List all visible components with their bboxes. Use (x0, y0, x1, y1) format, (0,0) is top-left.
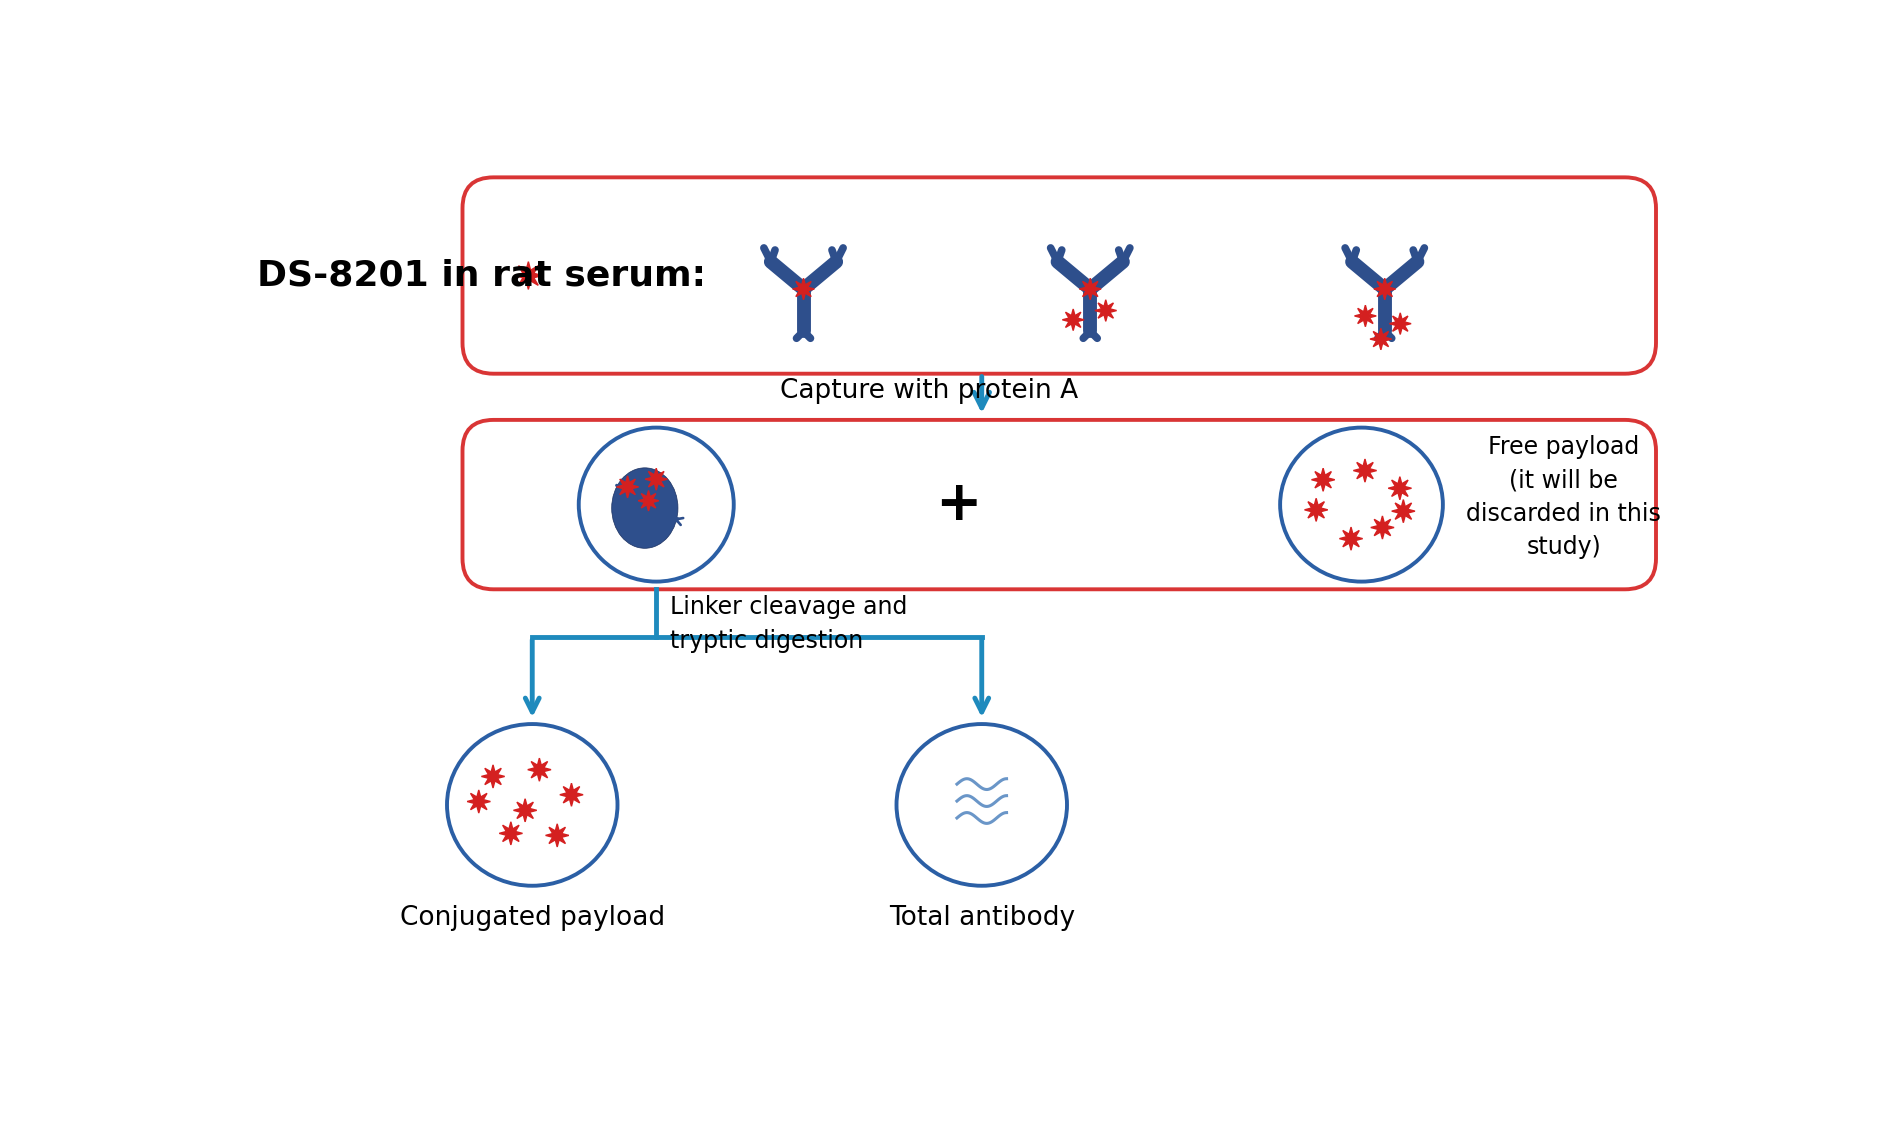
Polygon shape (1096, 299, 1116, 322)
Polygon shape (639, 490, 658, 511)
Polygon shape (514, 262, 542, 289)
Polygon shape (645, 468, 668, 490)
Polygon shape (1312, 468, 1335, 492)
Polygon shape (1388, 477, 1411, 500)
Ellipse shape (447, 724, 618, 885)
Polygon shape (1339, 528, 1362, 550)
FancyBboxPatch shape (462, 420, 1657, 590)
Polygon shape (793, 278, 814, 299)
Polygon shape (468, 790, 491, 813)
Polygon shape (546, 824, 569, 847)
Polygon shape (1305, 498, 1328, 521)
Text: +: + (936, 478, 981, 532)
Text: Linker cleavage and
tryptic digestion: Linker cleavage and tryptic digestion (670, 595, 907, 652)
Polygon shape (527, 758, 552, 781)
Polygon shape (1392, 500, 1415, 523)
Polygon shape (559, 783, 584, 807)
Text: Conjugated payload: Conjugated payload (399, 904, 666, 931)
Polygon shape (616, 476, 639, 498)
Polygon shape (1354, 459, 1377, 483)
Polygon shape (1063, 309, 1084, 331)
Polygon shape (1371, 516, 1394, 539)
Polygon shape (514, 799, 536, 822)
Polygon shape (1080, 278, 1101, 299)
Text: Total antibody: Total antibody (888, 904, 1075, 931)
Text: Free payload
(it will be
discarded in this
study): Free payload (it will be discarded in th… (1466, 434, 1660, 559)
Polygon shape (1388, 313, 1411, 334)
Text: DS-8201 in rat serum:: DS-8201 in rat serum: (257, 259, 706, 292)
Polygon shape (498, 821, 523, 845)
Polygon shape (1373, 278, 1396, 299)
Ellipse shape (612, 468, 677, 548)
Ellipse shape (896, 724, 1067, 885)
Polygon shape (1354, 305, 1377, 326)
FancyBboxPatch shape (462, 178, 1657, 374)
Polygon shape (1369, 328, 1392, 350)
Polygon shape (481, 765, 504, 787)
Ellipse shape (1280, 428, 1444, 582)
Ellipse shape (578, 428, 734, 582)
Text: Capture with protein A: Capture with protein A (780, 378, 1078, 404)
